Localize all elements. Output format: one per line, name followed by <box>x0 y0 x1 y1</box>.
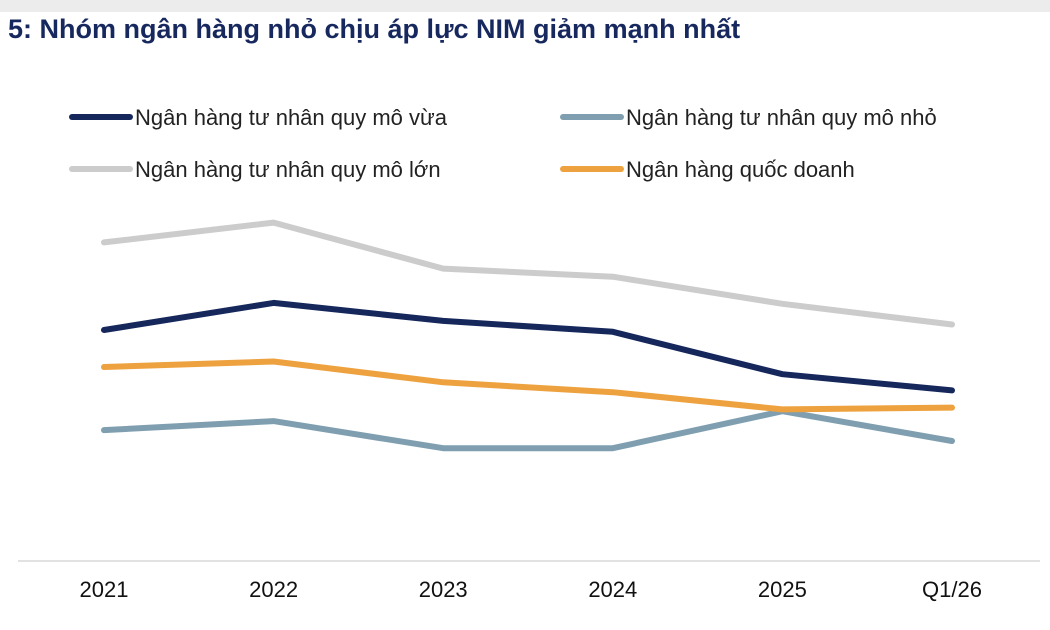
legend-label: Ngân hàng tư nhân quy mô nhỏ <box>626 105 937 130</box>
series-line-2 <box>101 408 955 452</box>
x-axis-ticks: 2021 2022 2023 2024 2025 Q1/26 <box>80 577 982 602</box>
top-bar <box>0 0 1050 12</box>
legend-label: Ngân hàng tư nhân quy mô vừa <box>135 105 448 130</box>
legend-label: Ngân hàng quốc doanh <box>626 157 855 182</box>
x-tick-label: 2025 <box>758 577 807 602</box>
chart-title: 5: Nhóm ngân hàng nhỏ chịu áp lực NIM gi… <box>8 14 741 44</box>
legend-label: Ngân hàng tư nhân quy mô lớn <box>135 157 441 182</box>
x-tick-label: 2021 <box>80 577 129 602</box>
x-tick-label: 2024 <box>588 577 637 602</box>
series-line-4 <box>101 358 955 413</box>
series-line-3 <box>101 219 955 328</box>
x-tick-label: 2022 <box>249 577 298 602</box>
x-tick-label: Q1/26 <box>922 577 982 602</box>
series-layer <box>101 219 955 452</box>
series-line-1 <box>101 299 955 394</box>
chart-legend: Ngân hàng tư nhân quy mô vừa Ngân hàng tư… <box>69 105 937 182</box>
x-tick-label: 2023 <box>419 577 468 602</box>
